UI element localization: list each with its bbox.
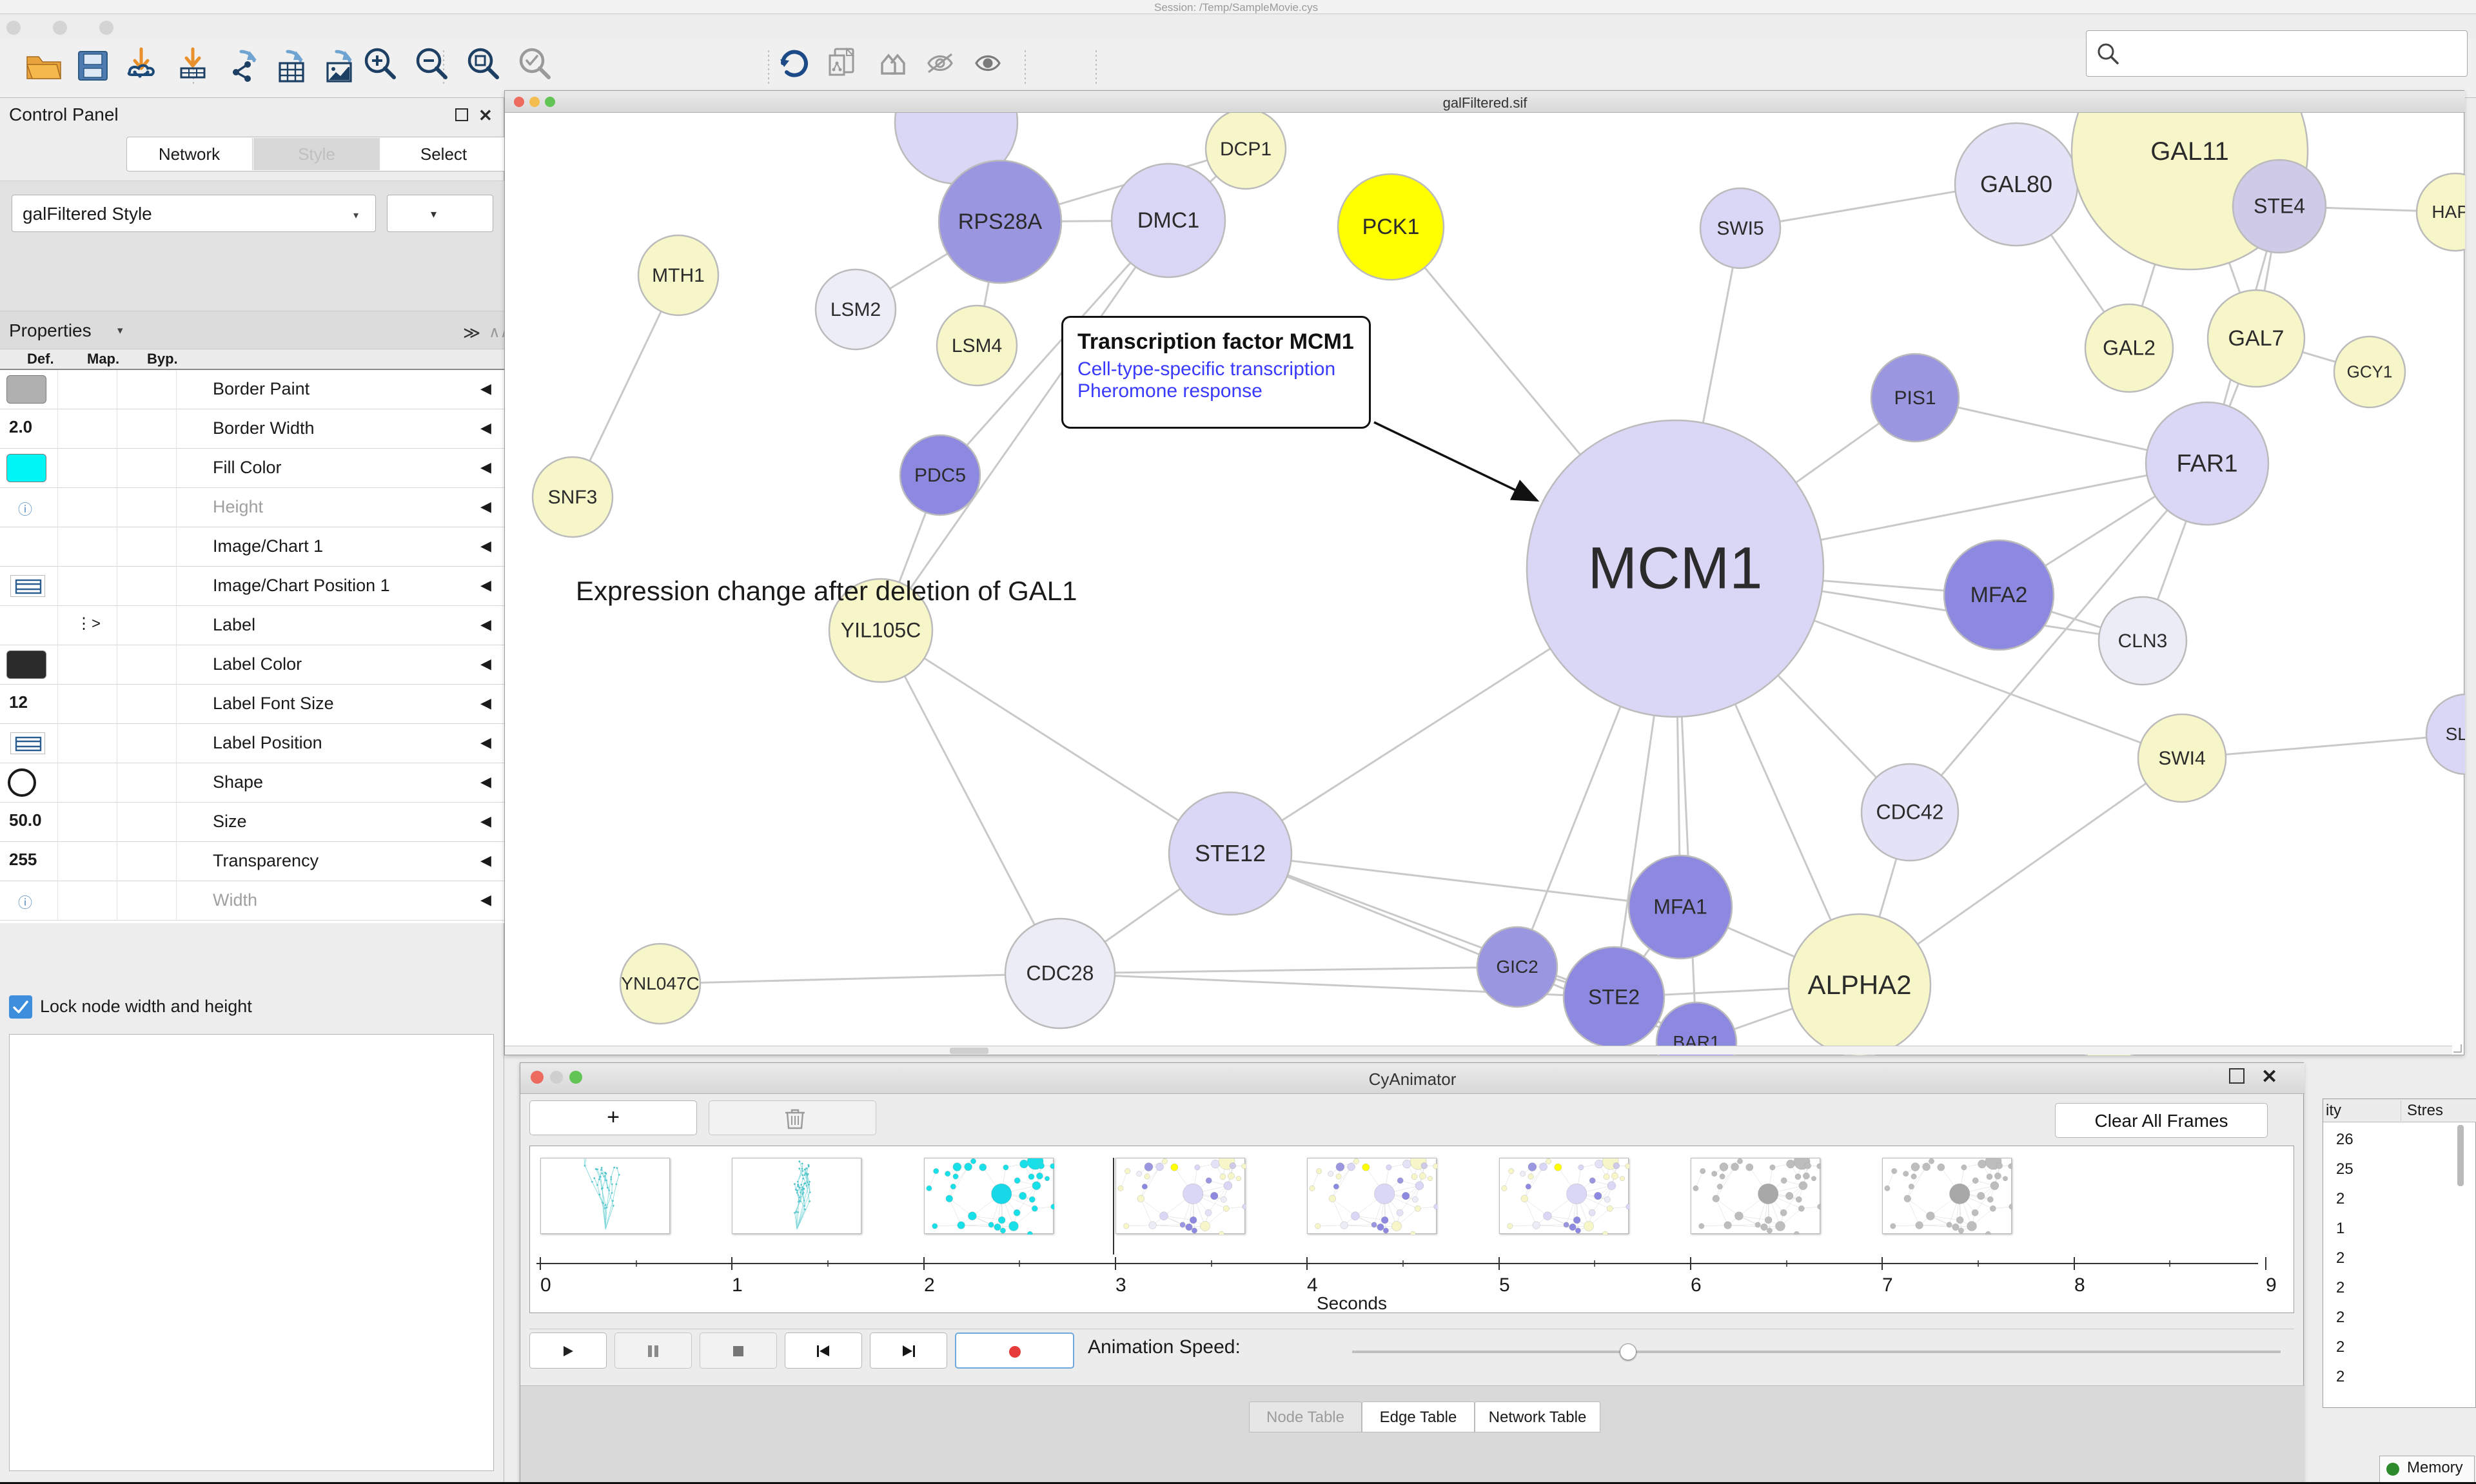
svg-text:8: 8	[2074, 1274, 2085, 1296]
svg-text:6: 6	[1691, 1274, 1702, 1296]
svg-text:0: 0	[540, 1274, 551, 1296]
svg-text:3: 3	[1115, 1274, 1126, 1296]
svg-text:7: 7	[1882, 1274, 1893, 1296]
svg-text:5: 5	[1499, 1274, 1510, 1296]
svg-text:9: 9	[2266, 1274, 2277, 1296]
svg-text:1: 1	[732, 1274, 743, 1296]
svg-text:2: 2	[924, 1274, 935, 1296]
